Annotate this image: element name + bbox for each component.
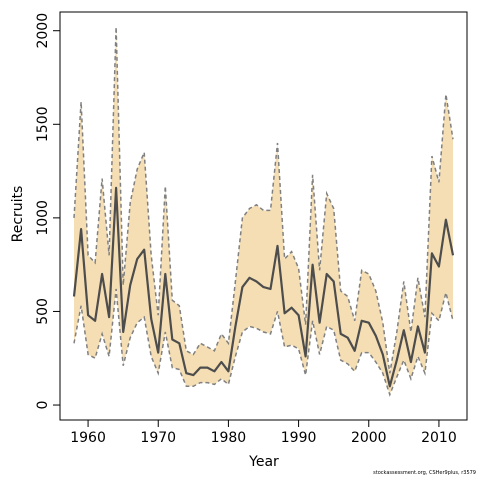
x-tick-label: 1960 — [70, 430, 106, 446]
x-tick-label: 1990 — [281, 430, 317, 446]
y-tick-label: 0 — [35, 401, 51, 410]
y-axis: 0 500 1000 1500 2000 — [35, 13, 60, 410]
x-tick-label: 2000 — [351, 430, 387, 446]
y-tick-label: 2000 — [35, 13, 51, 49]
x-axis: 1960 1970 1980 1990 2000 2010 — [70, 420, 457, 446]
y-tick-label: 500 — [35, 298, 51, 325]
recruits-estimate-line — [72, 186, 455, 388]
upper-bound-line — [73, 26, 454, 374]
y-axis-title: Recruits — [10, 186, 26, 243]
plot-frame — [59, 11, 468, 421]
x-tick-label: 1970 — [140, 430, 176, 446]
footnote-credit: stockassessment.org, CSHer9plus, r3579 — [373, 470, 476, 476]
y-tick-label: 1000 — [35, 200, 51, 236]
bounds-layer — [73, 26, 454, 397]
y-tick-label: 1500 — [35, 106, 51, 142]
estimate-layer — [72, 186, 455, 388]
x-axis-title: Year — [248, 454, 279, 470]
lower-bound-line — [73, 288, 454, 397]
x-tick-label: 1980 — [211, 430, 247, 446]
x-tick-label: 2010 — [421, 430, 457, 446]
